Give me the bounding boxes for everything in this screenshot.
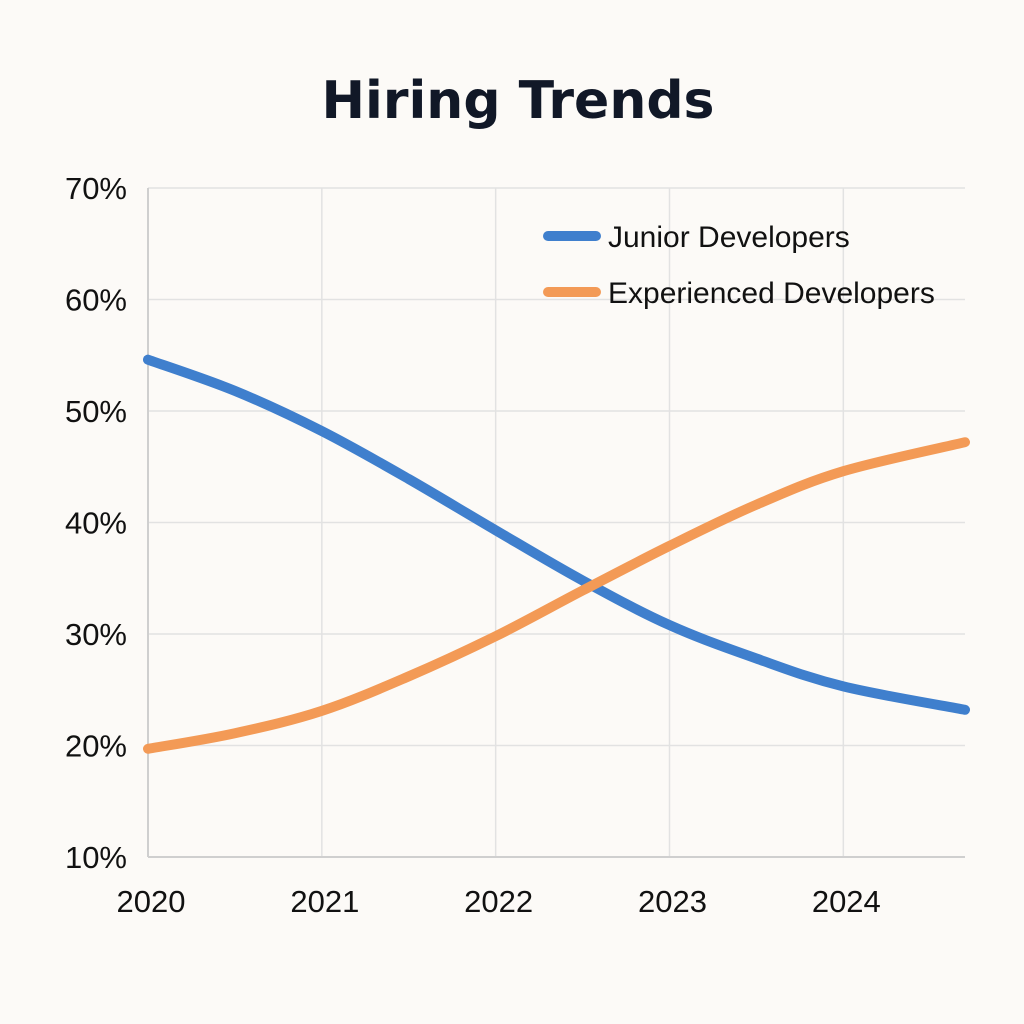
series-line-junior-developers xyxy=(143,354,970,715)
legend-label: Experienced Developers xyxy=(608,277,935,310)
chart-title: Hiring Trends xyxy=(321,71,714,131)
x-tick-label: 2022 xyxy=(464,884,533,919)
x-tick-label: 2024 xyxy=(812,884,881,919)
y-tick-label: 70% xyxy=(65,171,127,206)
x-tick-label: 2021 xyxy=(290,884,359,919)
x-tick-label: 2020 xyxy=(117,884,186,919)
y-tick-label: 30% xyxy=(65,617,127,652)
y-tick-label: 50% xyxy=(65,394,127,429)
series-line-experienced-developers xyxy=(143,437,970,754)
y-tick-label: 10% xyxy=(65,840,127,875)
y-tick-label: 60% xyxy=(65,283,127,318)
legend-label: Junior Developers xyxy=(608,221,850,254)
x-tick-label: 2023 xyxy=(638,884,707,919)
tick-labels: 10% 20% 30% 40% 50% 60% 70% 2020 2021 2022 2023 202… xyxy=(65,171,881,919)
y-tick-label: 20% xyxy=(65,729,127,764)
legend: Junior Developers Experienced Developers xyxy=(543,221,935,310)
y-tick-label: 40% xyxy=(65,506,127,541)
series-lines xyxy=(143,354,970,754)
